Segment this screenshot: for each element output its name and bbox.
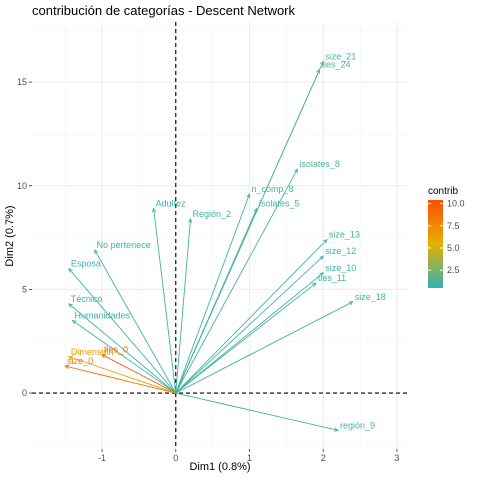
x-tick-labels: -1 0 1 2 3	[98, 449, 399, 463]
x-tick-label: 0	[173, 453, 178, 463]
category-arrow-head	[68, 267, 73, 273]
category-arrow	[175, 301, 353, 394]
category-arrow-head	[64, 364, 70, 369]
y-axis-title: Dim2 (0.7%)	[4, 205, 16, 266]
reference-lines	[32, 22, 408, 449]
category-arrow	[94, 249, 177, 394]
category-arrow	[68, 303, 177, 394]
category-label: size_18	[355, 292, 386, 302]
category-label: Adultez	[156, 199, 187, 209]
x-tick-label: 2	[321, 453, 326, 463]
category-label: size_12	[325, 246, 356, 256]
legend-tick-label: 10.0	[447, 199, 465, 209]
category-arrow	[175, 193, 250, 394]
category-arrow-head	[253, 207, 258, 213]
category-arrow	[153, 208, 177, 394]
category-arrow-head	[68, 303, 73, 308]
legend-tick-label: 5.0	[447, 243, 460, 253]
category-label: isolates_8	[299, 159, 340, 169]
category-label: size_0	[67, 356, 93, 366]
x-tick-label: -1	[98, 453, 106, 463]
category-arrow	[175, 208, 258, 394]
category-arrow-head	[319, 60, 324, 66]
category-label: ties_24	[322, 60, 351, 70]
y-tick-label: 0	[22, 388, 27, 398]
y-tick-label: 10	[17, 181, 27, 191]
legend-title: contrib	[428, 186, 458, 197]
category-arrow	[175, 168, 298, 394]
category-label: isolates_5	[259, 199, 300, 209]
category-label: No pertenece	[97, 240, 151, 250]
category-arrow-head	[151, 207, 157, 213]
category-arrow	[72, 320, 177, 394]
category-arrow	[68, 356, 176, 394]
category-label: Esposa	[71, 259, 101, 269]
category-arrow-head	[348, 301, 354, 306]
legend-ticks: 2.5 5.0 7.5 10.0	[428, 199, 465, 275]
y-tick-label: 5	[22, 284, 27, 294]
category-label: Humanidades	[75, 310, 131, 320]
category-arrow	[175, 392, 339, 431]
category-arrow	[175, 255, 324, 394]
category-arrow-head	[94, 249, 99, 255]
category-label: size_13	[329, 230, 360, 240]
plot-panel	[32, 22, 408, 449]
category-label: n_comp_8	[251, 184, 293, 194]
category-arrow-head	[246, 193, 251, 199]
category-arrow-head	[311, 282, 317, 287]
x-tick-label: 3	[394, 453, 399, 463]
y-tick-label: 15	[17, 77, 27, 87]
category-arrow	[175, 282, 317, 394]
category-arrow	[175, 218, 191, 394]
category-arrow	[101, 354, 176, 394]
category-arrow-head	[188, 217, 193, 223]
category-label: Técnico	[71, 294, 103, 304]
category-arrow-head	[293, 168, 298, 174]
legend-tick-label: 7.5	[447, 221, 460, 231]
category-label: ties_0	[104, 345, 128, 355]
category-arrow-head	[319, 272, 325, 277]
chart-title: contribución de categorías - Descent Net…	[32, 3, 296, 18]
category-label: Dimensión	[71, 347, 114, 357]
category-arrow-head	[322, 238, 328, 244]
category-arrow	[175, 239, 328, 394]
category-arrow-head	[333, 427, 339, 432]
category-arrow-head	[67, 355, 73, 360]
category-arrow	[65, 365, 176, 394]
x-tick-label: 1	[247, 453, 252, 463]
category-label: ties_11	[318, 273, 346, 283]
category-arrow-head	[101, 354, 107, 359]
category-arrow	[68, 268, 177, 394]
category-label: Región_2	[193, 209, 232, 219]
category-arrow-head	[71, 319, 77, 325]
category-label: size_10	[325, 263, 356, 273]
category-label: size_21	[325, 51, 356, 61]
legend: contrib 2.5 5.0 7.5 10.0	[428, 186, 465, 288]
category-arrow	[175, 272, 324, 394]
category-arrow-head	[316, 68, 321, 74]
legend-colorbar	[428, 200, 443, 288]
arrow-layer	[64, 60, 354, 432]
y-tick-labels: 0 5 10 15	[17, 77, 32, 398]
category-arrow-head	[319, 255, 324, 261]
grid	[32, 22, 408, 449]
category-label: región_9	[340, 420, 375, 430]
legend-tick-label: 2.5	[447, 265, 460, 275]
x-axis-title: Dim1 (0.8%)	[189, 461, 250, 473]
